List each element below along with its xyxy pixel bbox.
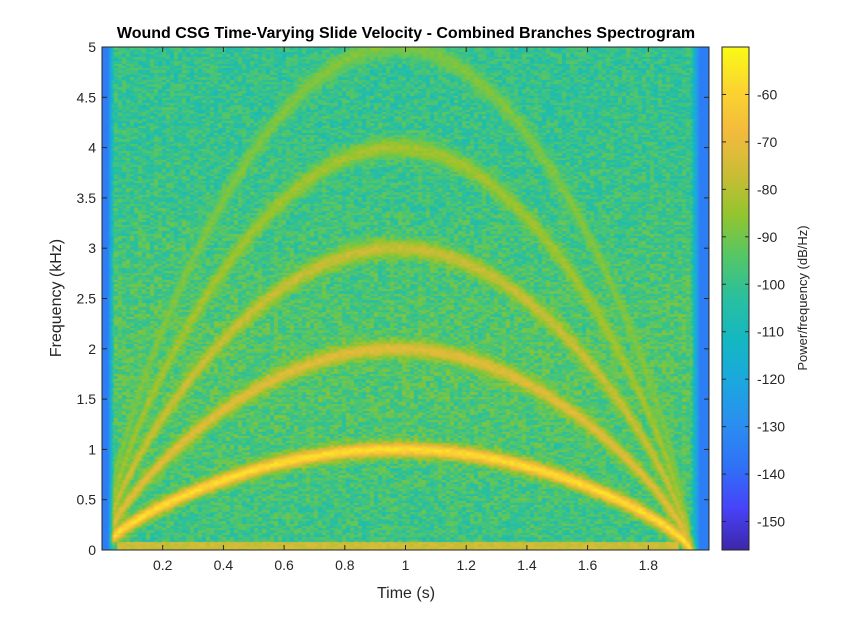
- colorbar-tick-label: -130: [757, 419, 785, 435]
- colorbar-tick-label: -140: [757, 466, 785, 482]
- x-tick-label: 0.8: [335, 557, 355, 573]
- colorbar-tick-label: -150: [757, 514, 785, 530]
- colorbar-tick-label: -60: [757, 86, 777, 102]
- y-axis-ticks: 0 0.5 1 1.5 2 2.5 3 3.5 4 4.5 5: [77, 39, 709, 558]
- x-tick-label: 1.8: [639, 557, 659, 573]
- y-tick-label: 4.5: [77, 89, 97, 105]
- y-tick-label: 2.5: [77, 291, 97, 307]
- y-tick-label: 0: [88, 542, 96, 558]
- colorbar-ticks: -60 -70 -80 -90 -100 -110 -120 -130 -140 -150: [722, 86, 785, 530]
- colorbar-tick-label: -90: [757, 229, 777, 245]
- x-tick-label: 0.2: [153, 557, 173, 573]
- x-tick-label: 1.6: [578, 557, 598, 573]
- colorbar-tick-label: -70: [757, 134, 777, 150]
- x-tick-label: 0.4: [214, 557, 234, 573]
- x-tick-label: 0.6: [274, 557, 294, 573]
- spectrogram-plot-area: [102, 47, 709, 550]
- colorbar: [721, 46, 750, 551]
- y-tick-label: 2: [88, 341, 96, 357]
- spectrogram-heatmap: [102, 47, 709, 550]
- x-axis-ticks: 0.2 0.4 0.6 0.8 1 1.2 1.4 1.6 1.8: [153, 47, 658, 573]
- colorbar-tick-label: -100: [757, 276, 785, 292]
- x-tick-label: 1.4: [517, 557, 537, 573]
- y-tick-label: 5: [88, 39, 96, 55]
- y-tick-label: 3: [88, 240, 96, 256]
- y-tick-label: 4: [88, 140, 96, 156]
- y-tick-label: 1: [88, 441, 96, 457]
- y-tick-label: 3.5: [77, 190, 97, 206]
- y-tick-label: 0.5: [77, 492, 97, 508]
- x-tick-label: 1: [402, 557, 410, 573]
- x-tick-label: 1.2: [456, 557, 476, 573]
- y-axis-label: Frequency (kHz): [48, 239, 65, 357]
- colorbar-tick-label: -120: [757, 371, 785, 387]
- colorbar-label: Power/frequency (dB/Hz): [795, 225, 810, 370]
- colorbar-tick-label: -110: [757, 324, 784, 340]
- chart-title: Wound CSG Time-Varying Slide Velocity - …: [117, 25, 695, 42]
- y-tick-label: 1.5: [77, 391, 97, 407]
- x-axis-label: Time (s): [377, 585, 435, 602]
- colorbar-tick-label: -80: [757, 181, 777, 197]
